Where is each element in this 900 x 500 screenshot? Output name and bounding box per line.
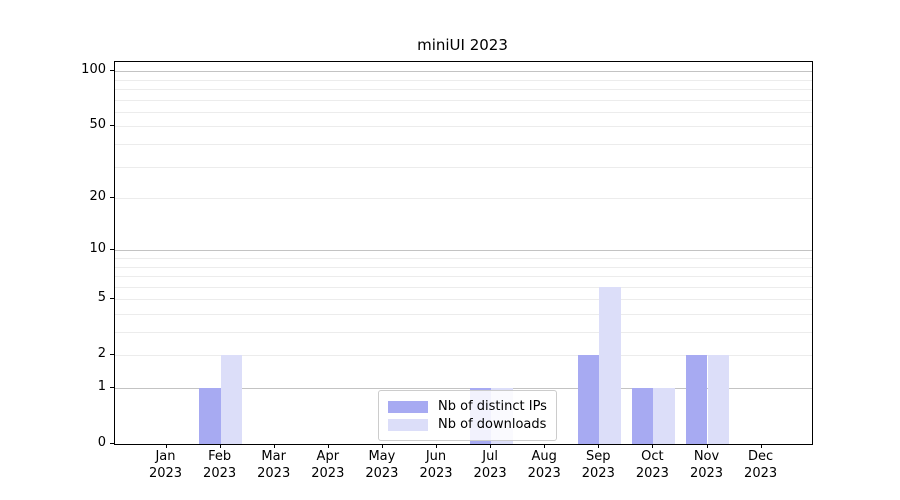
- gridline-40: [115, 144, 812, 145]
- x-tick-label-jun: Jun 2023: [419, 449, 453, 481]
- x-tick-label-feb: Feb 2023: [203, 449, 237, 481]
- y-tick-5: [110, 298, 114, 300]
- gridline-4: [115, 314, 812, 315]
- gridline-3: [115, 332, 812, 333]
- x-tick-label-apr: Apr 2023: [311, 449, 345, 481]
- x-tick-nov: [706, 444, 708, 448]
- x-tick-aug: [544, 444, 546, 448]
- legend-item-ips: Nb of distinct IPs: [388, 398, 547, 415]
- gridline-2: [115, 355, 812, 357]
- gridline-60: [115, 111, 812, 113]
- legend-item-downloads: Nb of downloads: [388, 416, 547, 433]
- x-tick-oct: [652, 444, 654, 448]
- legend-swatch-downloads: [388, 418, 428, 431]
- x-tick-sep: [598, 444, 600, 448]
- x-tick-dec: [760, 444, 762, 448]
- gridline-50: [115, 126, 812, 128]
- y-tick-1: [110, 387, 114, 388]
- x-tick-jul: [490, 444, 492, 448]
- x-tick-label-jan: Jan 2023: [148, 449, 183, 481]
- gridline-70: [115, 99, 812, 101]
- x-tick-label-aug: Aug 2023: [527, 449, 561, 481]
- y-tick-50: [110, 125, 114, 127]
- gridline-100: [115, 71, 812, 73]
- y-tick-label-2: 2: [97, 346, 106, 362]
- x-tick-feb: [219, 444, 221, 448]
- bar-downloads-nov: [707, 355, 730, 444]
- y-tick-label-1: 1: [97, 379, 106, 394]
- bar-downloads-feb: [220, 355, 243, 444]
- y-tick-label-20: 20: [89, 189, 106, 205]
- legend-swatch-ips: [388, 400, 428, 413]
- bar-ips-oct: [631, 388, 654, 444]
- bar-downloads-sep: [599, 286, 621, 444]
- legend-label-downloads: Nb of downloads: [438, 417, 547, 432]
- gridline-90: [115, 79, 812, 81]
- x-tick-may: [381, 444, 383, 448]
- gridline-10: [115, 250, 812, 252]
- y-tick-2: [110, 354, 114, 356]
- gridline-5: [115, 299, 812, 301]
- y-tick-100: [110, 70, 114, 72]
- gridline-80: [115, 89, 812, 90]
- gridline-9: [115, 258, 812, 259]
- y-tick-label-50: 50: [89, 117, 106, 133]
- y-tick-label-5: 5: [97, 290, 106, 306]
- y-tick-10: [110, 249, 114, 251]
- chart-title: miniUI 2023: [417, 36, 508, 54]
- x-tick-label-sep: Sep 2023: [581, 449, 615, 481]
- y-tick-label-10: 10: [89, 241, 106, 257]
- x-tick-jun: [436, 444, 437, 448]
- bar-downloads-oct: [653, 388, 675, 444]
- x-tick-apr: [327, 444, 329, 448]
- x-tick-label-dec: Dec 2023: [744, 449, 778, 481]
- x-tick-label-nov: Nov 2023: [689, 449, 724, 481]
- y-tick-label-0: 0: [97, 435, 106, 450]
- x-tick-mar: [273, 444, 275, 448]
- gridline-8: [115, 266, 812, 268]
- x-tick-label-may: May 2023: [365, 449, 399, 481]
- x-tick-label-jul: Jul 2023: [473, 449, 507, 481]
- bar-ips-feb: [199, 388, 221, 444]
- legend-label-ips: Nb of distinct IPs: [438, 399, 547, 414]
- x-tick-jan: [165, 444, 167, 448]
- x-tick-label-oct: Oct 2023: [635, 449, 669, 481]
- y-tick-20: [110, 197, 114, 199]
- bar-ips-sep: [577, 355, 600, 444]
- gridline-6: [115, 286, 812, 288]
- x-tick-label-mar: Mar 2023: [257, 449, 291, 481]
- legend: Nb of distinct IPs Nb of downloads: [378, 390, 557, 441]
- y-tick-label-100: 100: [81, 62, 106, 78]
- gridline-1: [115, 388, 812, 389]
- gridline-7: [115, 276, 812, 277]
- y-tick-0: [110, 443, 114, 444]
- gridline-30: [115, 166, 812, 168]
- gridline-20: [115, 198, 812, 200]
- bar-ips-nov: [685, 355, 708, 444]
- plot-area: [114, 61, 813, 445]
